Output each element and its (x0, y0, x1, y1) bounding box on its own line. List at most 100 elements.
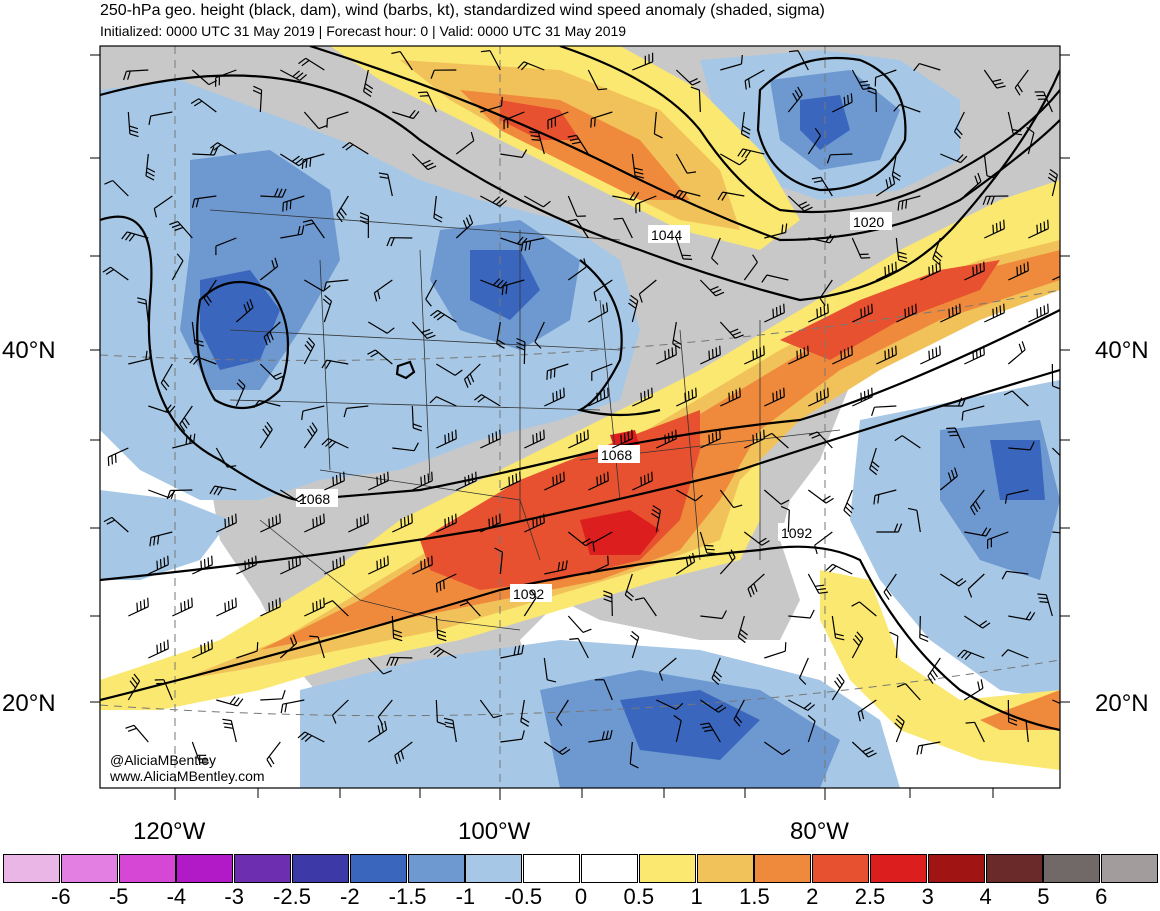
wind-barb (145, 153, 156, 181)
credit-website: www.AliciaMBentley.com (110, 768, 265, 784)
wind-barb (253, 399, 281, 409)
wind-barb (430, 69, 457, 79)
lat-label-20n-left: 20°N (2, 690, 56, 717)
chart-subtitle: Initialized: 0000 UTC 31 May 2019 | Fore… (100, 23, 627, 39)
wind-barb (192, 555, 213, 575)
wind-barb (324, 471, 345, 491)
wind-barb (523, 589, 537, 617)
wind-barb (368, 471, 389, 491)
wind-barb (494, 547, 504, 575)
lon-label-120w: 120°W (133, 818, 206, 845)
wind-barb (629, 741, 639, 769)
wind-barb (893, 104, 921, 113)
wind-barb (744, 429, 765, 449)
wind-barb (630, 630, 640, 659)
wind-barb (787, 86, 803, 113)
colorbar-label: -3 (224, 884, 244, 909)
wind-barb (1072, 406, 1098, 418)
wind-barb (1051, 447, 1060, 457)
wind-barb (825, 563, 853, 575)
wind-barb (927, 657, 941, 684)
colorbar-label: -0.5 (504, 884, 543, 909)
wind-barb (1052, 699, 1060, 705)
wind-barb (544, 387, 565, 407)
colorbar-label: 1.5 (739, 884, 770, 909)
wind-barb (359, 212, 369, 239)
wind-barb (675, 69, 701, 86)
contour-label-1068-west: 1068 (299, 491, 330, 507)
wind-barb (373, 279, 393, 302)
colorbar-swatch (696, 854, 754, 883)
wind-barb (343, 405, 369, 418)
wind-barb (172, 433, 196, 449)
wind-barb (632, 52, 654, 71)
wind-barb (520, 237, 545, 252)
wind-barb (807, 573, 828, 594)
wind-barb (391, 51, 413, 71)
wind-barb (1037, 593, 1053, 617)
wind-barb (125, 724, 149, 743)
wind-barb (982, 195, 1009, 206)
wind-barb (503, 111, 525, 130)
lat-label-40n-right: 40°N (1095, 337, 1149, 364)
wind-barb (653, 111, 663, 139)
wind-barb (153, 195, 173, 218)
wind-barb (209, 485, 237, 496)
wind-barb (720, 387, 741, 407)
wind-barb (480, 429, 501, 449)
wind-barb (456, 599, 481, 617)
wind-barb (719, 321, 744, 339)
wind-barb (516, 337, 526, 365)
wind-barb (1007, 341, 1026, 365)
wind-barb (787, 195, 813, 212)
wind-barb (744, 345, 765, 365)
political-borders (209, 209, 841, 631)
wind-barb (590, 111, 613, 128)
contour-label-1068-east: 1068 (601, 447, 632, 463)
wind-barb (543, 657, 557, 683)
wind-barb (412, 555, 433, 575)
wind-barb (280, 555, 301, 575)
wind-barb (1026, 126, 1035, 155)
wind-barb (342, 141, 369, 155)
axis-ticks (90, 54, 1070, 800)
wind-barb (733, 699, 745, 727)
anomaly-pos-north-red (500, 100, 580, 140)
wind-barb (964, 527, 992, 537)
wind-barb (496, 321, 506, 349)
wind-barb (216, 513, 237, 533)
wind-barb (363, 69, 374, 97)
contour-label-1092-west: 1092 (513, 586, 544, 602)
wind-barb (567, 218, 589, 239)
wind-barb (717, 191, 745, 201)
wind-barb (567, 195, 586, 217)
wind-barb (788, 609, 815, 619)
contour-closed-canada (756, 56, 907, 192)
wind-barb (160, 363, 173, 391)
wind-barb (1072, 566, 1097, 575)
wind-barb (699, 279, 725, 297)
wind-barb (965, 721, 985, 743)
wind-barb (297, 731, 325, 743)
wind-barb (148, 639, 169, 659)
wind-barb (331, 699, 349, 724)
wind-barb (435, 699, 447, 726)
wind-barb (807, 127, 821, 155)
map-frame (99, 45, 1061, 789)
wind-barb (964, 679, 984, 701)
wind-barb (894, 714, 905, 743)
wind-barb (916, 741, 941, 755)
wind-barb (435, 573, 457, 593)
lon-label-100w: 100°W (458, 818, 531, 845)
wind-barb (567, 134, 589, 155)
wind-barb (843, 489, 854, 517)
wind-barb (699, 722, 721, 743)
wind-barb (913, 63, 941, 72)
credit-handle: @AliciaMBentley (110, 752, 217, 768)
wind-barb (700, 345, 721, 365)
wind-barb (851, 601, 877, 617)
wind-barb (179, 405, 193, 432)
wind-barb (764, 642, 787, 659)
wind-barb (386, 656, 413, 667)
